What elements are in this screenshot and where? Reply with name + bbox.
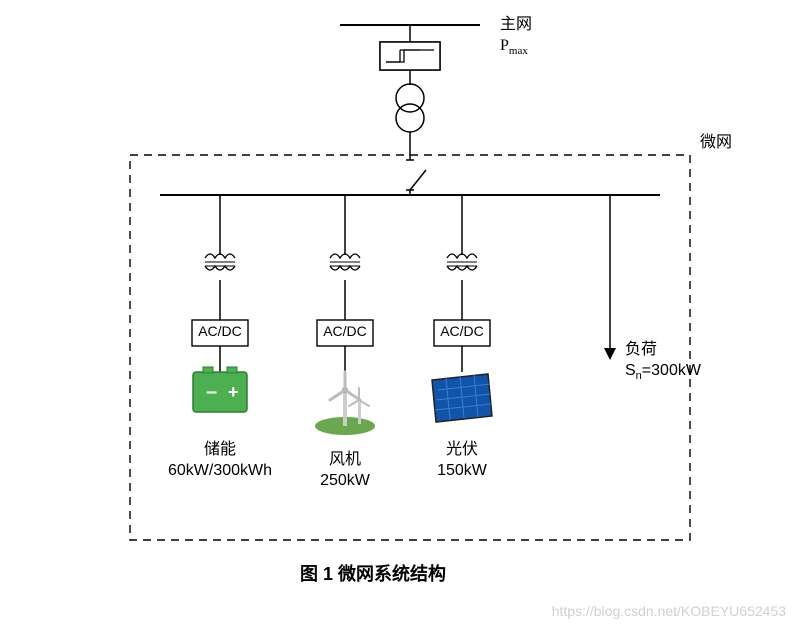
microgrid-box [130, 155, 690, 540]
pv-panel-icon [432, 374, 492, 422]
coupling-transformer-storage [205, 254, 235, 270]
figure-caption: 图 1 微网系统结构 [300, 560, 446, 586]
coupling-transformer-wind [330, 254, 360, 270]
diagram-canvas: – + [0, 0, 806, 627]
svg-text:+: + [228, 382, 239, 402]
transformer-bottom-circle [396, 104, 424, 132]
wind-label: 风机 250kW [295, 450, 395, 492]
svg-text:–: – [206, 381, 217, 403]
coupling-transformer-pv [447, 254, 477, 270]
main-grid-label: 主网 Pmax [500, 15, 532, 58]
load-label: 负荷 Sn=300kW [625, 340, 701, 383]
microgrid-label: 微网 [700, 133, 732, 154]
pv-label: 光伏 150kW [417, 440, 507, 482]
load-arrow-icon [604, 348, 616, 360]
acdc-text-wind: AC/DC [317, 322, 373, 340]
acdc-text-pv: AC/DC [434, 322, 490, 340]
acdc-text-storage: AC/DC [192, 322, 248, 340]
watermark-text: https://blog.csdn.net/KOBEYU652453 [552, 603, 786, 619]
storage-label: 储能 60kW/300kWh [160, 440, 280, 482]
battery-icon: – + [193, 367, 247, 412]
wind-turbine-icon [313, 372, 377, 435]
switch-symbol [410, 170, 426, 190]
